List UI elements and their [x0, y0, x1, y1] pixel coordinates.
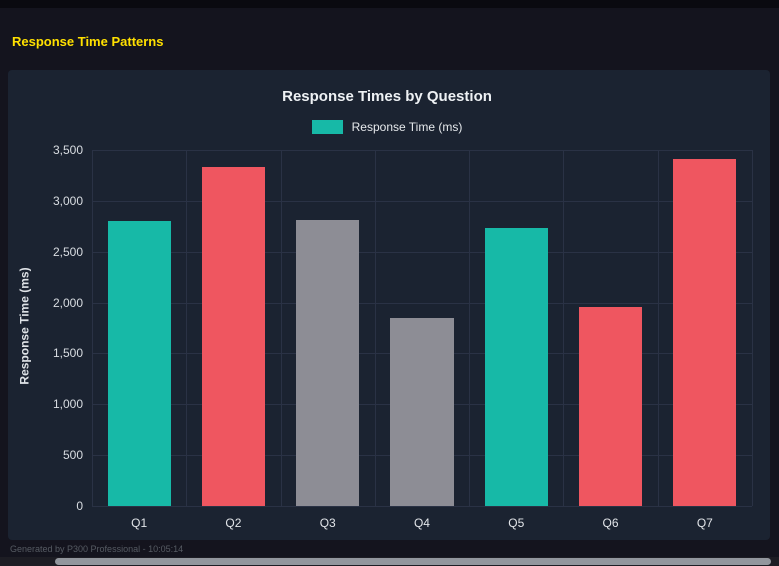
bar-slot-q5 — [469, 150, 563, 506]
gridline-horizontal — [92, 302, 752, 304]
chart-body: Response Time (ms) 0 500 1,000 1,500 2,000 2,… — [18, 143, 756, 546]
y-tick-label: 3,500 — [52, 143, 83, 157]
y-tick-label: 3,000 — [52, 193, 83, 208]
bar-slot-q7 — [658, 150, 752, 506]
x-tick-label-q5: Q5 — [508, 516, 525, 530]
gridline-vertical — [563, 150, 565, 506]
chart-title: Response Times by Question — [282, 88, 492, 105]
bar-slot-q4 — [375, 150, 469, 506]
y-tick-label: 2,500 — [52, 244, 83, 259]
bar-q6[interactable] — [578, 306, 643, 506]
horizontal-scrollbar-track[interactable] — [0, 557, 779, 566]
bar-q3[interactable] — [296, 220, 360, 506]
bar-slot-q1 — [92, 150, 186, 506]
y-tick-label: 1,500 — [52, 346, 83, 361]
x-tick-label-q4: Q4 — [413, 516, 430, 530]
bar-q4[interactable] — [390, 317, 454, 506]
x-tick-label-q6: Q6 — [602, 516, 619, 530]
bar-q7[interactable] — [673, 159, 737, 506]
gridline-vertical — [92, 150, 93, 506]
chart-panel: Response Times by Question Response Time… — [8, 70, 770, 540]
bar-slot-q6 — [563, 150, 657, 506]
y-tick-label: 1,000 — [52, 397, 83, 412]
plot-area: 0 500 1,000 1,500 2,000 2,500 3,000 3,500 — [53, 143, 753, 513]
gridline-horizontal — [92, 150, 752, 151]
gridline-vertical — [657, 150, 659, 506]
y-axis-title: Response Time (ms) — [14, 146, 36, 506]
x-tick-label-q7: Q7 — [696, 516, 713, 530]
gridline-vertical — [374, 150, 376, 506]
y-tick-label: 2,000 — [52, 295, 83, 310]
footer-text: Generated by P300 Professional - 10:05:1… — [10, 544, 184, 554]
x-tick-label-q2: Q2 — [225, 516, 242, 530]
gridline-horizontal — [92, 200, 752, 202]
bar-slot-q2 — [186, 150, 280, 506]
y-axis-title-text: Response Time (ms) — [18, 267, 32, 385]
gridline-vertical — [469, 150, 471, 506]
chart-legend[interactable]: Response Time (ms) — [18, 119, 756, 135]
gridline-horizontal — [92, 506, 752, 507]
bar-q2[interactable] — [201, 167, 265, 506]
gridline-horizontal — [92, 251, 752, 253]
gridline-vertical — [752, 150, 753, 506]
horizontal-scrollbar-thumb[interactable] — [54, 558, 772, 565]
x-tick-label-q3: Q3 — [319, 516, 336, 530]
gridline-vertical — [280, 150, 282, 506]
bar-slot-q3 — [281, 150, 375, 506]
page-header: Response Time Patterns — [0, 8, 779, 70]
legend-label: Response Time (ms) — [351, 120, 463, 134]
y-tick-label: 500 — [62, 448, 83, 463]
bar-q1[interactable] — [107, 221, 171, 506]
x-axis-labels: Q1 Q2 Q3 Q4 Q5 Q6 Q7 — [92, 507, 752, 541]
page-title: Response Time Patterns — [12, 34, 164, 49]
y-tick-label: 0 — [76, 499, 83, 513]
window-top-edge — [0, 0, 779, 8]
bar-q5[interactable] — [484, 228, 548, 506]
gridline-vertical — [186, 150, 188, 506]
x-tick-label-q1: Q1 — [131, 516, 148, 530]
legend-swatch — [311, 120, 343, 134]
